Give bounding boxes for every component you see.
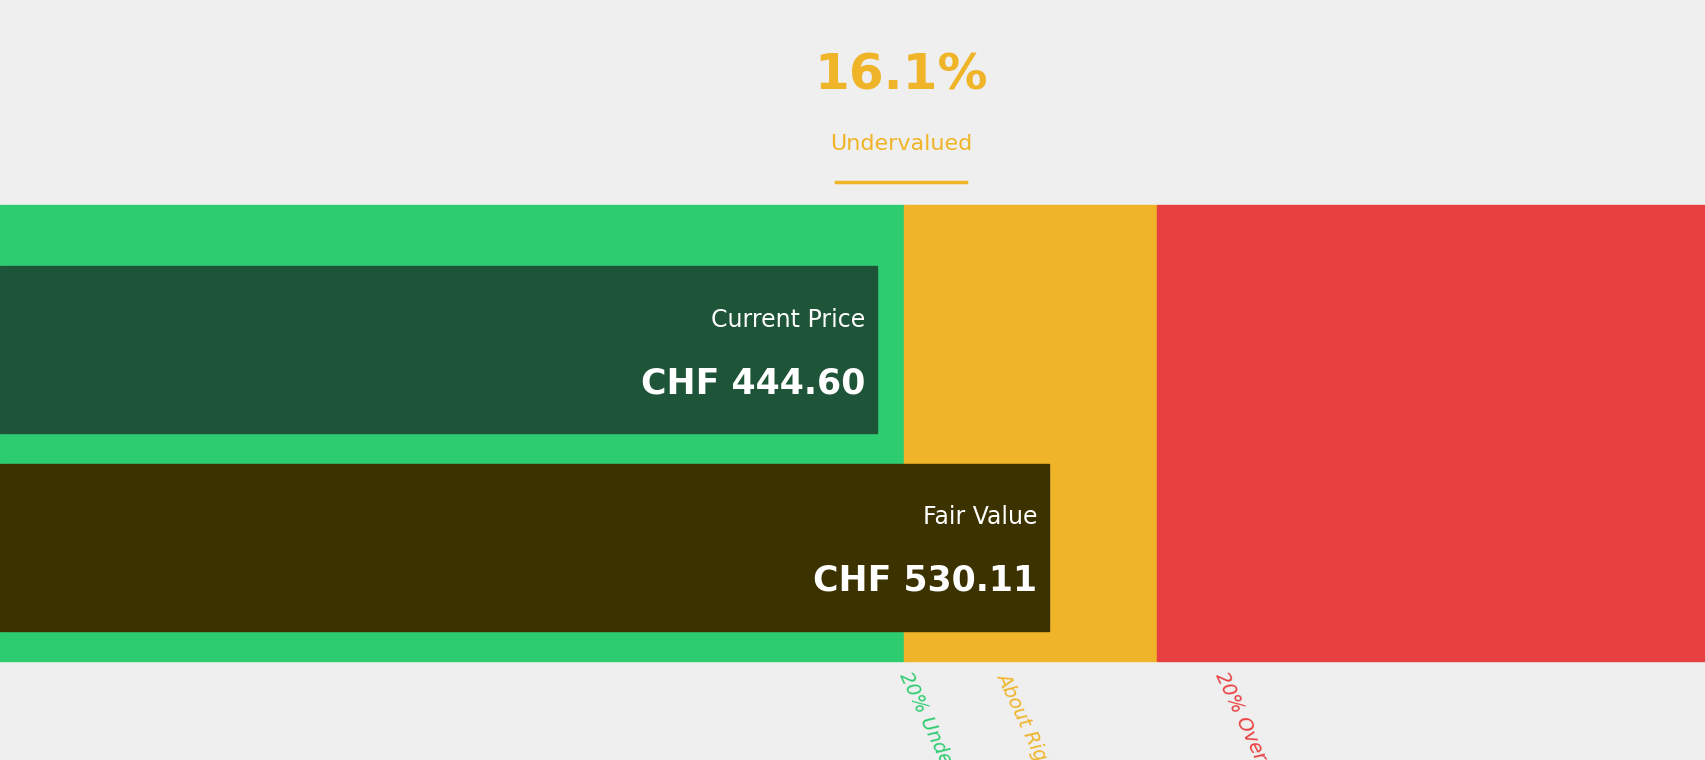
Bar (1156, 205, 1705, 661)
Text: 20% Overvalued: 20% Overvalued (1211, 669, 1296, 760)
Text: CHF 530.11: CHF 530.11 (813, 564, 1037, 597)
Text: Fair Value: Fair Value (922, 505, 1037, 529)
Text: Current Price: Current Price (711, 308, 864, 331)
Text: 16.1%: 16.1% (813, 52, 987, 100)
Text: CHF 444.60: CHF 444.60 (639, 366, 864, 400)
Bar (0, 266, 876, 433)
Bar (904, 205, 1156, 661)
Text: 20% Undervalued: 20% Undervalued (895, 669, 985, 760)
Text: About Right: About Right (992, 669, 1057, 760)
Bar (0, 464, 1049, 631)
Bar (0, 205, 904, 661)
Text: Undervalued: Undervalued (829, 135, 972, 154)
